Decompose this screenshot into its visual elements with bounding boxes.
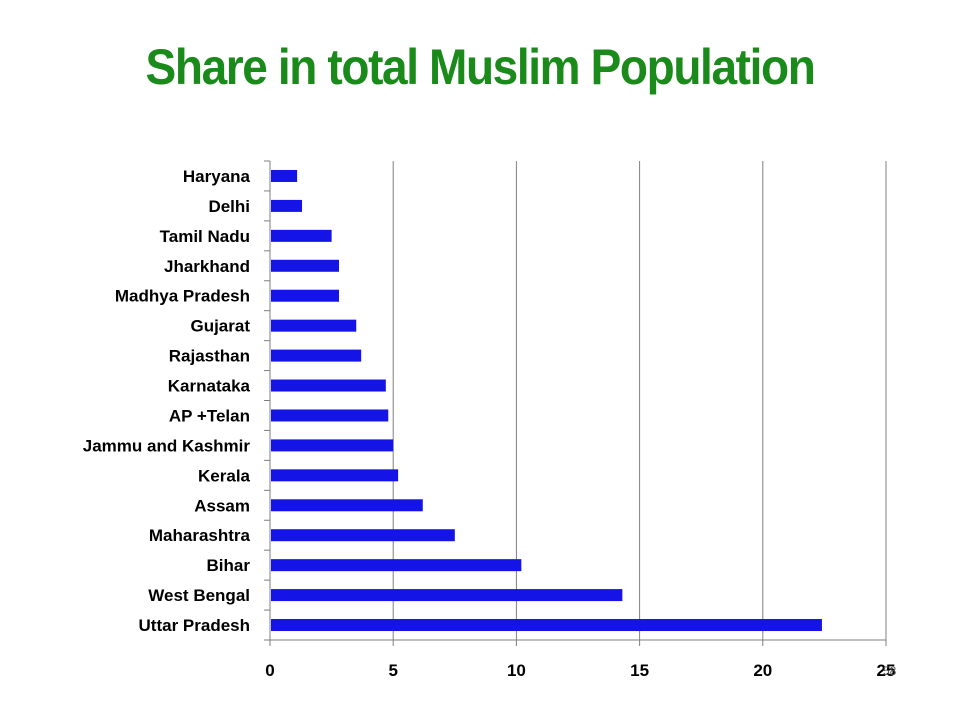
x-tick-label: 25: [877, 661, 896, 680]
bar-assam: [271, 499, 423, 512]
bar-rajasthan: [271, 349, 362, 362]
x-tick-label: 15: [630, 661, 649, 680]
category-label: Tamil Nadu: [160, 227, 250, 246]
bar-delhi: [271, 199, 303, 212]
category-label: Haryana: [183, 167, 251, 186]
category-label: Jammu and Kashmir: [83, 436, 251, 455]
bar-jharkhand: [271, 259, 339, 272]
category-label: Rajasthan: [169, 347, 250, 366]
bar-tamil-nadu: [271, 229, 332, 242]
category-label: Kerala: [198, 466, 251, 485]
category-label: AP +Telan: [169, 406, 250, 425]
bar-madhya-pradesh: [271, 289, 339, 302]
bar-karnataka: [271, 379, 386, 392]
category-label: Bihar: [207, 556, 251, 575]
category-label: Maharashtra: [149, 526, 251, 545]
category-label: Jharkhand: [164, 257, 250, 276]
category-label: Assam: [194, 496, 250, 515]
category-labels: Uttar Pradesh West Bengal Bihar Maharashtra…: [83, 167, 251, 635]
bar-west-bengal: [271, 589, 623, 602]
bar-ap-telan: [271, 409, 389, 422]
bar-bihar: [271, 559, 522, 572]
x-tick-label: 20: [753, 661, 772, 680]
bar-haryana: [271, 169, 298, 182]
axes: [264, 160, 887, 646]
x-tick-label: 10: [507, 661, 526, 680]
bar-maharashtra: [271, 529, 455, 542]
bar-kerala: [271, 469, 399, 482]
category-label: Madhya Pradesh: [115, 287, 250, 306]
page-number: 58: [883, 664, 897, 678]
bar-gujarat: [271, 319, 357, 332]
category-label: Gujarat: [190, 317, 250, 336]
bar-jammu-and-kashmir: [271, 439, 394, 452]
x-tick-label: 0: [265, 661, 274, 680]
x-tick-labels: 0 5 10 15 20 25: [265, 661, 895, 680]
category-label: West Bengal: [148, 586, 250, 605]
x-tick-label: 5: [388, 661, 397, 680]
category-label: Uttar Pradesh: [139, 616, 250, 635]
chart-title: Share in total Muslim Population: [145, 39, 816, 95]
category-label: Delhi: [208, 197, 250, 216]
category-label: Karnataka: [168, 377, 251, 396]
bar-uttar-pradesh: [271, 619, 822, 632]
bars: [271, 169, 822, 632]
